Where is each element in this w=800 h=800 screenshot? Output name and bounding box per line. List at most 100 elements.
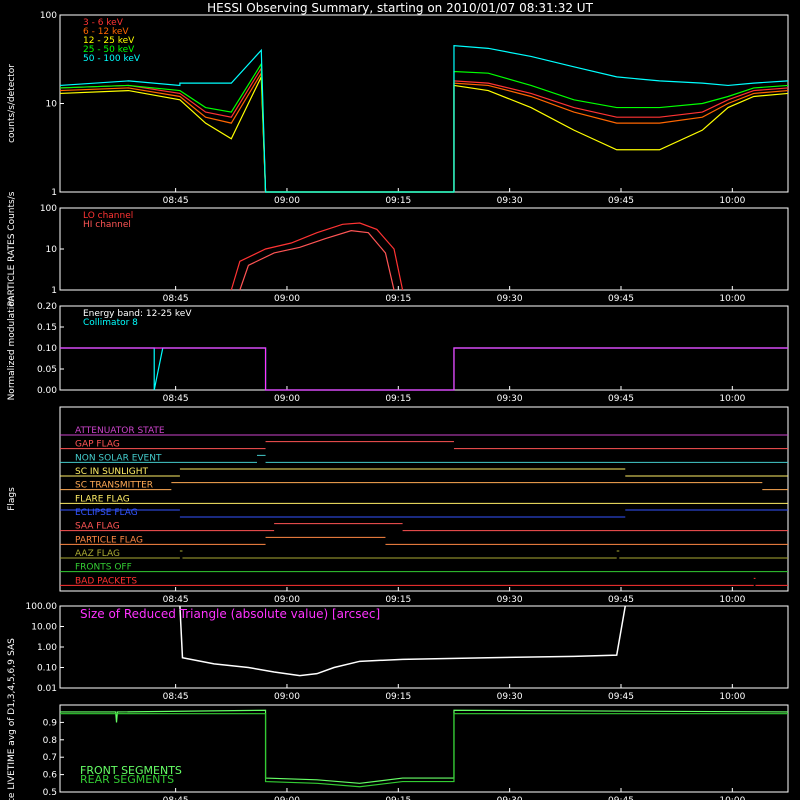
series-line — [59, 45, 789, 193]
series-line — [59, 66, 789, 193]
x-tick-label: 09:30 — [497, 595, 523, 605]
y-tick-label: 100 — [40, 11, 57, 21]
y-tick-label: 10 — [46, 245, 58, 255]
legend-entry: REAR SEGMENTS — [80, 773, 174, 786]
series-line — [59, 76, 789, 193]
x-tick-label: 09:30 — [497, 196, 523, 206]
x-tick-label: 10:00 — [719, 692, 745, 702]
y-tick-label: 10.00 — [31, 623, 57, 633]
y-axis-label: PARTICLE RATES Counts/s — [7, 191, 17, 306]
panel-0: 08:45 09:00 09:15 09:30 09:45 10:00 counts/s/d… — [7, 11, 789, 206]
x-tick-label: 09:30 — [497, 796, 523, 800]
panel-2: 08:45 09:00 09:15 09:30 09:45 10:00 Normalized… — [7, 296, 789, 404]
flag-label: SAA FLAG — [75, 522, 120, 532]
y-tick-label: 0.10 — [37, 344, 57, 354]
panel-1: 08:45 09:00 09:15 09:30 09:45 10:00 PARTICLE R… — [7, 191, 789, 306]
legend-entry: 3 - 6 keV — [83, 18, 124, 28]
flag-label: NON SOLAR EVENT — [75, 453, 162, 463]
y-tick-label: 0.7 — [43, 753, 57, 763]
x-tick-label: 09:45 — [608, 796, 634, 800]
flag-label: ECLIPSE FLAG — [75, 508, 138, 518]
flag-label: ATTENUATOR STATE — [75, 426, 165, 436]
x-tick-label: 09:30 — [497, 394, 523, 404]
x-tick-label: 09:15 — [385, 196, 411, 206]
x-tick-label: 09:00 — [274, 692, 300, 702]
panel-frame — [59, 14, 789, 193]
x-tick-label: 09:00 — [274, 595, 300, 605]
x-tick-label: 09:00 — [274, 196, 300, 206]
legend-entry: 6 - 12 keV — [83, 27, 129, 37]
flag-line — [60, 509, 788, 518]
x-tick-label: 10:00 — [719, 294, 745, 304]
series-line — [230, 222, 404, 291]
flag-line — [60, 482, 788, 491]
x-tick-label: 08:45 — [163, 196, 189, 206]
legend-entry: Collimator 8 — [83, 318, 138, 328]
x-tick-label: 10:00 — [719, 196, 745, 206]
y-axis-label: Mon. Rate LIVETIME avg of D1,3,4,5,6,9 — [7, 659, 17, 800]
series-line — [59, 61, 789, 193]
series-line — [60, 347, 788, 391]
x-tick-label: 09:30 — [497, 294, 523, 304]
flag-label: SC TRANSMITTER — [75, 481, 153, 491]
y-tick-label: 0.05 — [37, 365, 57, 375]
x-tick-label: 09:45 — [608, 692, 634, 702]
flag-label: PARTICLE FLAG — [75, 535, 143, 545]
legend-entry: FRONT SEGMENTS — [80, 764, 182, 777]
flag-label: SC IN SUNLIGHT — [75, 467, 149, 477]
legend-entry: 25 - 50 keV — [83, 45, 135, 55]
x-tick-label: 10:00 — [719, 595, 745, 605]
x-tick-label: 09:30 — [497, 692, 523, 702]
x-tick-label: 09:00 — [274, 394, 300, 404]
x-tick-label: 08:45 — [163, 595, 189, 605]
flag-label: GAP FLAG — [75, 440, 120, 450]
x-tick-label: 08:45 — [163, 796, 189, 800]
flag-line — [60, 454, 788, 463]
x-tick-label: 09:00 — [274, 796, 300, 800]
x-tick-label: 10:00 — [719, 394, 745, 404]
legend-entry: Energy band: 12-25 keV — [83, 309, 192, 319]
y-tick-label: 100 — [40, 204, 57, 214]
flag-label: BAD PACKETS — [75, 576, 137, 586]
flag-line — [60, 577, 788, 586]
y-tick-label: 0.8 — [43, 736, 58, 746]
flag-label: FLARE FLAG — [75, 494, 130, 504]
y-tick-label: 0.10 — [37, 664, 57, 674]
panel-frame — [59, 704, 789, 793]
y-tick-label: 0.20 — [37, 302, 57, 312]
legend-entry: 12 - 25 keV — [83, 36, 135, 46]
y-tick-label: 0.00 — [37, 386, 57, 396]
y-tick-label: 0.9 — [43, 718, 58, 728]
y-tick-label: 100.00 — [26, 602, 58, 612]
y-tick-label: 1 — [51, 286, 57, 296]
y-axis-label: counts/s/detector — [7, 64, 17, 143]
panel-4: 08:45 09:00 09:15 09:30 09:45 10:00 SAS 100.00 1… — [7, 602, 789, 702]
x-tick-label: 09:15 — [385, 796, 411, 800]
x-tick-label: 09:45 — [608, 394, 634, 404]
series-line — [60, 347, 788, 391]
figure-title: HESSI Observing Summary, starting on 201… — [207, 1, 593, 15]
flag-label: FRONTS OFF — [75, 563, 132, 573]
y-tick-label: 10 — [46, 100, 58, 110]
panel-3: 08:45 09:00 09:15 09:30 09:45 10:00 Flags ATTEN… — [7, 406, 789, 605]
series-line — [239, 230, 395, 291]
x-tick-label: 08:45 — [163, 692, 189, 702]
y-axis-label: Flags — [7, 487, 17, 511]
legend-entry: HI channel — [83, 220, 131, 230]
x-tick-label: 09:15 — [385, 394, 411, 404]
panel-frame — [59, 207, 789, 291]
flag-line — [60, 523, 788, 532]
panel-frame — [59, 406, 789, 592]
x-tick-label: 09:45 — [608, 196, 634, 206]
legend-entry: 50 - 100 keV — [83, 54, 141, 64]
x-tick-label: 09:45 — [608, 294, 634, 304]
x-tick-label: 09:15 — [385, 294, 411, 304]
x-tick-label: 08:45 — [163, 294, 189, 304]
x-tick-label: 09:45 — [608, 595, 634, 605]
y-axis-label: Normalized modulation — [7, 296, 17, 401]
flag-line — [60, 468, 788, 477]
y-tick-label: 0.01 — [37, 684, 57, 694]
x-tick-label: 09:00 — [274, 294, 300, 304]
series-line — [179, 605, 627, 677]
